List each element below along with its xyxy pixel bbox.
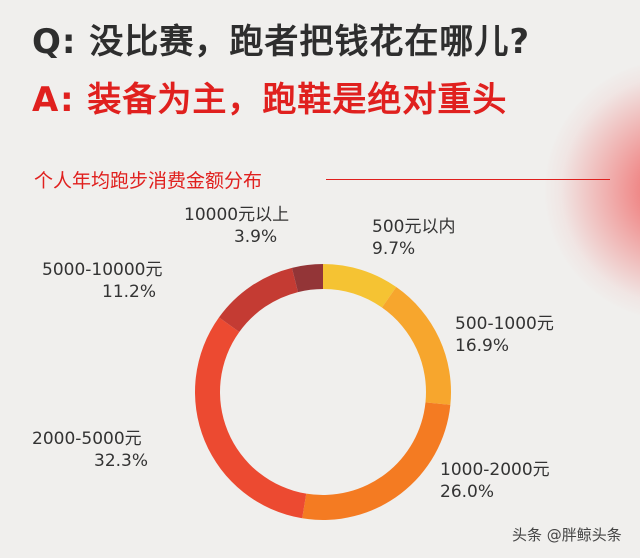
label-10000-plus: 10000元以上 3.9% (184, 204, 289, 248)
title-divider-line (326, 179, 610, 180)
category-label: 500-1000元 (455, 314, 554, 334)
donut-slice-1 (381, 287, 451, 405)
value-label: 11.2% (102, 282, 157, 302)
category-label: 5000-10000元 (42, 260, 163, 280)
donut-slice-3 (195, 317, 307, 519)
value-label: 3.9% (233, 227, 278, 247)
value-label: 32.3% (94, 451, 149, 471)
label-under-500: 500元以内 9.7% (372, 216, 455, 260)
chart-title: 个人年均跑步消费金额分布 (34, 170, 263, 192)
label-1000-2000: 1000-2000元 26.0% (440, 459, 550, 503)
category-label: 2000-5000元 (32, 429, 142, 449)
donut-slice-2 (302, 402, 451, 520)
watermark-text: 头条 @胖鲸头条 (512, 526, 622, 544)
label-2000-5000: 2000-5000元 32.3% (32, 428, 148, 472)
value-label: 9.7% (372, 239, 416, 259)
value-label: 16.9% (455, 336, 510, 356)
answer-heading: A: 装备为主，跑鞋是绝对重头 (32, 80, 508, 120)
label-5000-10000: 5000-10000元 11.2% (42, 259, 162, 303)
donut-slice-4 (218, 267, 299, 332)
donut-slice-5 (291, 264, 323, 293)
donut-slice-0 (323, 264, 397, 308)
category-label: 1000-2000元 (440, 460, 550, 480)
value-label: 26.0% (440, 482, 495, 502)
category-label: 500元以内 (372, 217, 456, 237)
category-label: 10000元以上 (184, 205, 290, 225)
label-500-1000: 500-1000元 16.9% (455, 313, 554, 357)
question-heading: Q: 没比赛，跑者把钱花在哪儿? (32, 22, 531, 62)
